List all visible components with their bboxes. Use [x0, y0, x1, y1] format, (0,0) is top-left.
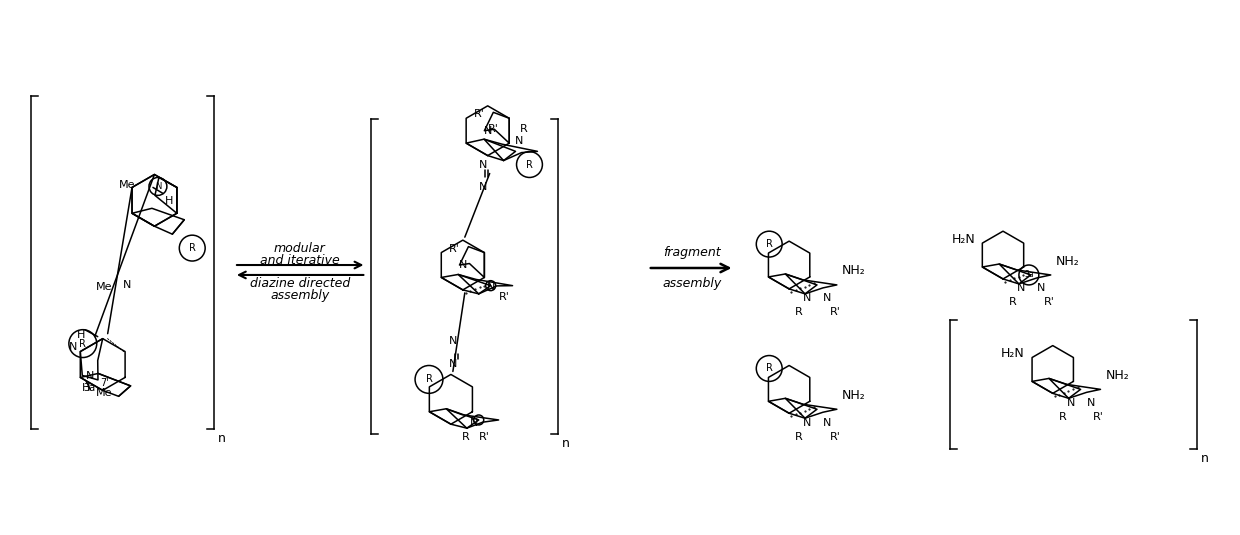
Text: 3a: 3a: [1024, 271, 1034, 279]
Text: Me: Me: [95, 388, 113, 399]
Text: N: N: [804, 418, 811, 427]
Text: N: N: [155, 182, 161, 191]
Text: R': R': [1043, 297, 1054, 307]
Text: N: N: [823, 293, 831, 303]
Text: modular: modular: [274, 242, 326, 255]
Text: R: R: [526, 159, 533, 170]
Text: R: R: [520, 124, 527, 134]
Text: assembly: assembly: [662, 278, 722, 291]
Text: R: R: [463, 432, 470, 441]
Text: N: N: [449, 335, 458, 346]
Text: N: N: [487, 282, 495, 293]
Text: N: N: [68, 341, 77, 351]
Text: N: N: [1017, 284, 1025, 293]
Text: R: R: [79, 339, 87, 349]
Text: R': R': [830, 307, 841, 317]
Text: N: N: [123, 280, 130, 291]
Text: 7': 7': [100, 378, 109, 388]
Text: Me: Me: [119, 180, 135, 190]
Text: N: N: [484, 126, 492, 136]
Text: N: N: [479, 159, 487, 170]
Text: N: N: [479, 182, 487, 193]
Text: N: N: [86, 371, 94, 381]
Text: R': R': [830, 432, 841, 441]
Text: assembly: assembly: [270, 289, 330, 302]
Text: N: N: [823, 418, 831, 427]
Text: NH₂: NH₂: [1055, 255, 1080, 268]
Text: R: R: [425, 374, 433, 385]
Text: H: H: [82, 384, 91, 393]
Text: R: R: [188, 243, 196, 253]
Text: NH₂: NH₂: [842, 264, 866, 278]
Text: R: R: [795, 307, 804, 317]
Text: R': R': [479, 432, 490, 441]
Text: R': R': [489, 124, 498, 134]
Text: R': R': [498, 292, 510, 302]
Text: 3a: 3a: [83, 384, 95, 393]
Text: N: N: [459, 260, 467, 270]
Text: n: n: [562, 437, 570, 450]
Text: diazine directed: diazine directed: [249, 278, 350, 291]
Text: H: H: [165, 196, 174, 207]
Text: N: N: [1086, 398, 1095, 408]
Text: Me: Me: [97, 282, 113, 293]
Text: and iterative: and iterative: [260, 254, 340, 266]
Text: H₂N: H₂N: [1001, 347, 1025, 360]
Text: N: N: [1037, 284, 1045, 293]
Text: H: H: [77, 330, 86, 340]
Text: R: R: [766, 239, 773, 249]
Text: n: n: [1202, 452, 1209, 465]
Text: n: n: [218, 432, 226, 445]
Text: R: R: [766, 363, 773, 373]
Text: R: R: [1009, 297, 1017, 307]
Text: N: N: [449, 360, 458, 370]
Text: R: R: [795, 432, 804, 441]
Text: NH₂: NH₂: [1106, 369, 1130, 382]
Text: N: N: [516, 136, 523, 146]
Text: NH₂: NH₂: [842, 389, 866, 402]
Text: R: R: [1059, 412, 1066, 422]
Text: N: N: [470, 418, 479, 427]
Text: fragment: fragment: [663, 246, 720, 258]
Text: R': R': [474, 109, 485, 119]
Text: H₂N: H₂N: [951, 233, 975, 246]
Text: R': R': [1094, 412, 1104, 422]
Text: R': R': [449, 243, 460, 254]
Text: N: N: [804, 293, 811, 303]
Text: N: N: [1066, 398, 1075, 408]
